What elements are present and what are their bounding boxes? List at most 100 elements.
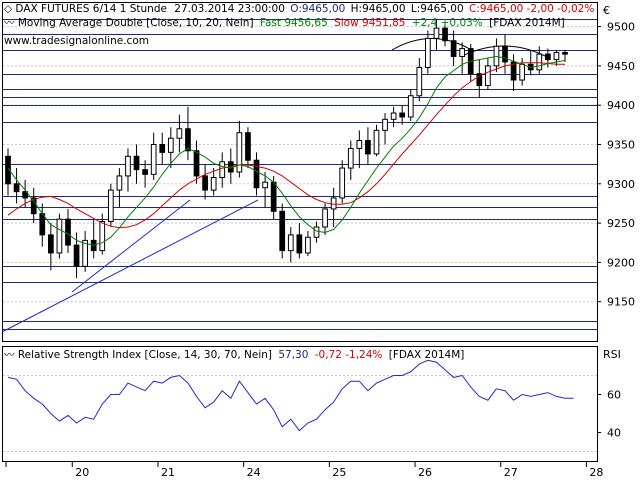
rsi-tick-label: 40 (607, 427, 621, 440)
candle-body-up (116, 175, 123, 191)
candle-body-up (416, 66, 423, 97)
candle-body-down (399, 112, 406, 118)
svg-text:◇ DAX FUTURES 6/14 1 Stunde: ◇ DAX FUTURES 6/14 1 Stunde 27.03.2014 2… (4, 3, 594, 15)
ma-slow-value: Slow 9451,85 (334, 17, 405, 29)
candle-body-down (133, 155, 140, 171)
candle-body-down (30, 197, 37, 215)
candle (22, 179, 28, 208)
candle (193, 140, 200, 184)
price-tick-label: 9300 (607, 178, 635, 191)
candle (5, 148, 11, 196)
candle (399, 105, 406, 125)
time-tick-label: 20 (75, 466, 89, 479)
rsi-gridlines (3, 375, 597, 452)
ohlc-high: H:9465,00 (351, 3, 406, 15)
rsi-change: -0,72 -1,24% (315, 349, 383, 361)
candle-body-up (347, 147, 354, 169)
candle (262, 172, 268, 208)
rsi-axis-title: RSI (603, 348, 621, 361)
candle-body-down (245, 132, 251, 161)
candle-body-down (22, 191, 28, 199)
instrument-name: DAX FUTURES 6/14 1 Stunde (15, 3, 167, 15)
price-candles (5, 18, 568, 279)
ma-label: Moving Average Double [Close, 10, 20, Ne… (18, 17, 254, 29)
candle-body-up (390, 112, 397, 120)
candle (99, 213, 106, 255)
svg-text:〰 Relative Strength Index [Clo: 〰 Relative Strength Index [Close, 14, 30… (4, 349, 464, 361)
candle-body-down (39, 213, 46, 236)
candle-body-down (510, 61, 517, 81)
candle-body-up (459, 48, 466, 57)
candle-body-up (99, 221, 106, 252)
website-label: www.tradesignalonline.com (4, 35, 149, 47)
candle-body-up (176, 128, 183, 139)
candle (347, 140, 354, 180)
candle (425, 30, 431, 74)
candle (553, 50, 560, 66)
candle (219, 152, 226, 188)
candle-body-up (425, 37, 431, 68)
ohlc-open: O:9465,00 (290, 3, 345, 15)
candle (485, 58, 491, 90)
rsi-header: 〰 Relative Strength Index [Close, 14, 30… (4, 348, 621, 361)
time-tick-label: 24 (247, 466, 261, 479)
candle (125, 148, 131, 192)
candle (116, 168, 123, 208)
rsi-icon: 〰 (4, 349, 18, 361)
candle (562, 50, 568, 62)
candle (107, 183, 114, 228)
ohlc-close-change: C:9465,00 -2,00 -0,02% (469, 3, 594, 15)
candle (442, 22, 448, 47)
candle (373, 124, 380, 157)
candle-body-up (485, 65, 491, 87)
rsi-tick-label: 60 (607, 389, 621, 402)
ohlc-low: L:9465,00 (411, 3, 464, 15)
price-tick-label: 9350 (607, 138, 635, 151)
candle-body-up (56, 218, 63, 254)
time-tick-label: 26 (418, 466, 432, 479)
time-tick-label: 21 (161, 466, 175, 479)
ma-slow-line (7, 62, 565, 229)
candle-body-down (159, 143, 166, 153)
candle (502, 34, 508, 74)
candle-body-up (407, 95, 414, 118)
rising-trendline (1, 199, 259, 333)
candle-body-up (339, 167, 346, 199)
price-tick-label: 9450 (607, 60, 635, 73)
candle (510, 54, 517, 92)
candle (176, 114, 183, 153)
candle (450, 30, 457, 66)
currency-label: € (603, 4, 610, 17)
candle (382, 113, 388, 145)
candle (245, 127, 251, 169)
time-tick-label: 27 (504, 466, 518, 479)
candle (279, 203, 286, 259)
candle (185, 106, 191, 161)
rsi-axis: 60 40 (597, 389, 621, 440)
candle-body-up (219, 161, 226, 179)
price-tick-label: 9150 (607, 296, 635, 309)
candle (536, 46, 543, 74)
rising-trendline-short (71, 199, 191, 293)
candle (365, 127, 371, 165)
candle (82, 230, 88, 272)
support-resistance-lines (3, 19, 597, 330)
candle-body-down (5, 155, 11, 185)
candle-body-down (47, 234, 54, 254)
candle-body-down (442, 27, 448, 42)
candle-body-up (322, 208, 328, 228)
candle (313, 221, 320, 243)
candle-body-up (519, 63, 526, 81)
candle-body-up (107, 189, 114, 223)
price-tick-label: 9500 (607, 21, 635, 34)
price-axis: 9500 9450 9400 9350 9300 9250 9200 9150 (597, 21, 635, 309)
bar-datetime: 27.03.2014 23:00:00 (174, 3, 285, 15)
candle-body-down (65, 218, 71, 246)
candle-body-down (502, 45, 508, 63)
candle (322, 203, 328, 235)
candle-body-down (193, 150, 200, 177)
price-tick-label: 9400 (607, 99, 635, 112)
candle-body-down (365, 140, 371, 155)
candle (287, 227, 294, 263)
